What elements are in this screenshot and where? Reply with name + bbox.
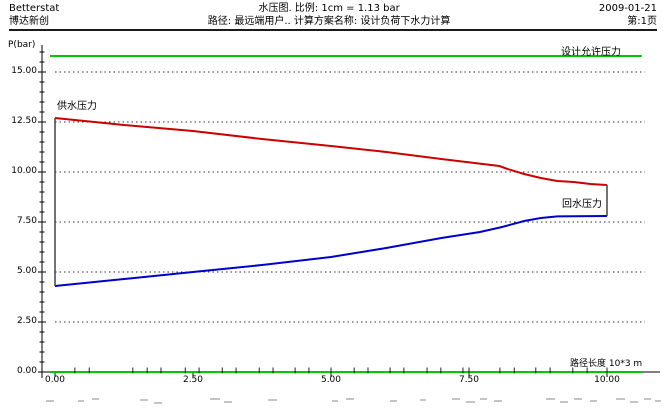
y-tick-label: 12.50: [11, 116, 37, 126]
x-tick-label: 5.00: [320, 375, 342, 385]
x-axis-label: 路径长度 10*3 m: [570, 359, 643, 369]
supply-pressure-label: 供水压力: [57, 101, 97, 112]
x-tick-label: 10.00: [594, 375, 620, 385]
y-tick-label: 10.00: [11, 166, 37, 176]
report-date: 2009-01-21: [598, 3, 657, 14]
report-title: 水压图. 比例: 1cm = 1.13 bar: [258, 3, 400, 14]
return-pressure-label: 回水压力: [562, 199, 602, 210]
design-pressure-label: 设计允许压力: [561, 47, 621, 58]
y-tick-label: 7.50: [16, 216, 37, 226]
y-axis-label: P(bar): [8, 40, 36, 50]
x-tick-label: 7.50: [458, 375, 480, 385]
y-tick-label: 5.00: [16, 266, 37, 276]
report-header: Betterstat 博达新创 水压图. 比例: 1cm = 1.13 bar …: [9, 2, 657, 31]
header-right: 2009-01-21 第:1页: [599, 2, 657, 29]
y-tick-label: 15.00: [11, 66, 37, 76]
header-center: 水压图. 比例: 1cm = 1.13 bar 路径: 最远端用户.. 计算方案…: [59, 2, 599, 29]
y-tick-label: 0.00: [16, 366, 37, 376]
x-tick-label: 2.50: [182, 375, 204, 385]
company-name: 博达新创: [9, 16, 49, 27]
y-tick-label: 2.50: [16, 316, 37, 326]
report-path: 路径: 最远端用户.. 计算方案名称: 设计负荷下水力计算: [207, 16, 451, 27]
page-number: 第:1页: [627, 16, 657, 27]
x-tick-label: 0.00: [44, 375, 66, 385]
header-left: Betterstat 博达新创: [9, 2, 59, 29]
app-name: Betterstat: [9, 3, 60, 14]
